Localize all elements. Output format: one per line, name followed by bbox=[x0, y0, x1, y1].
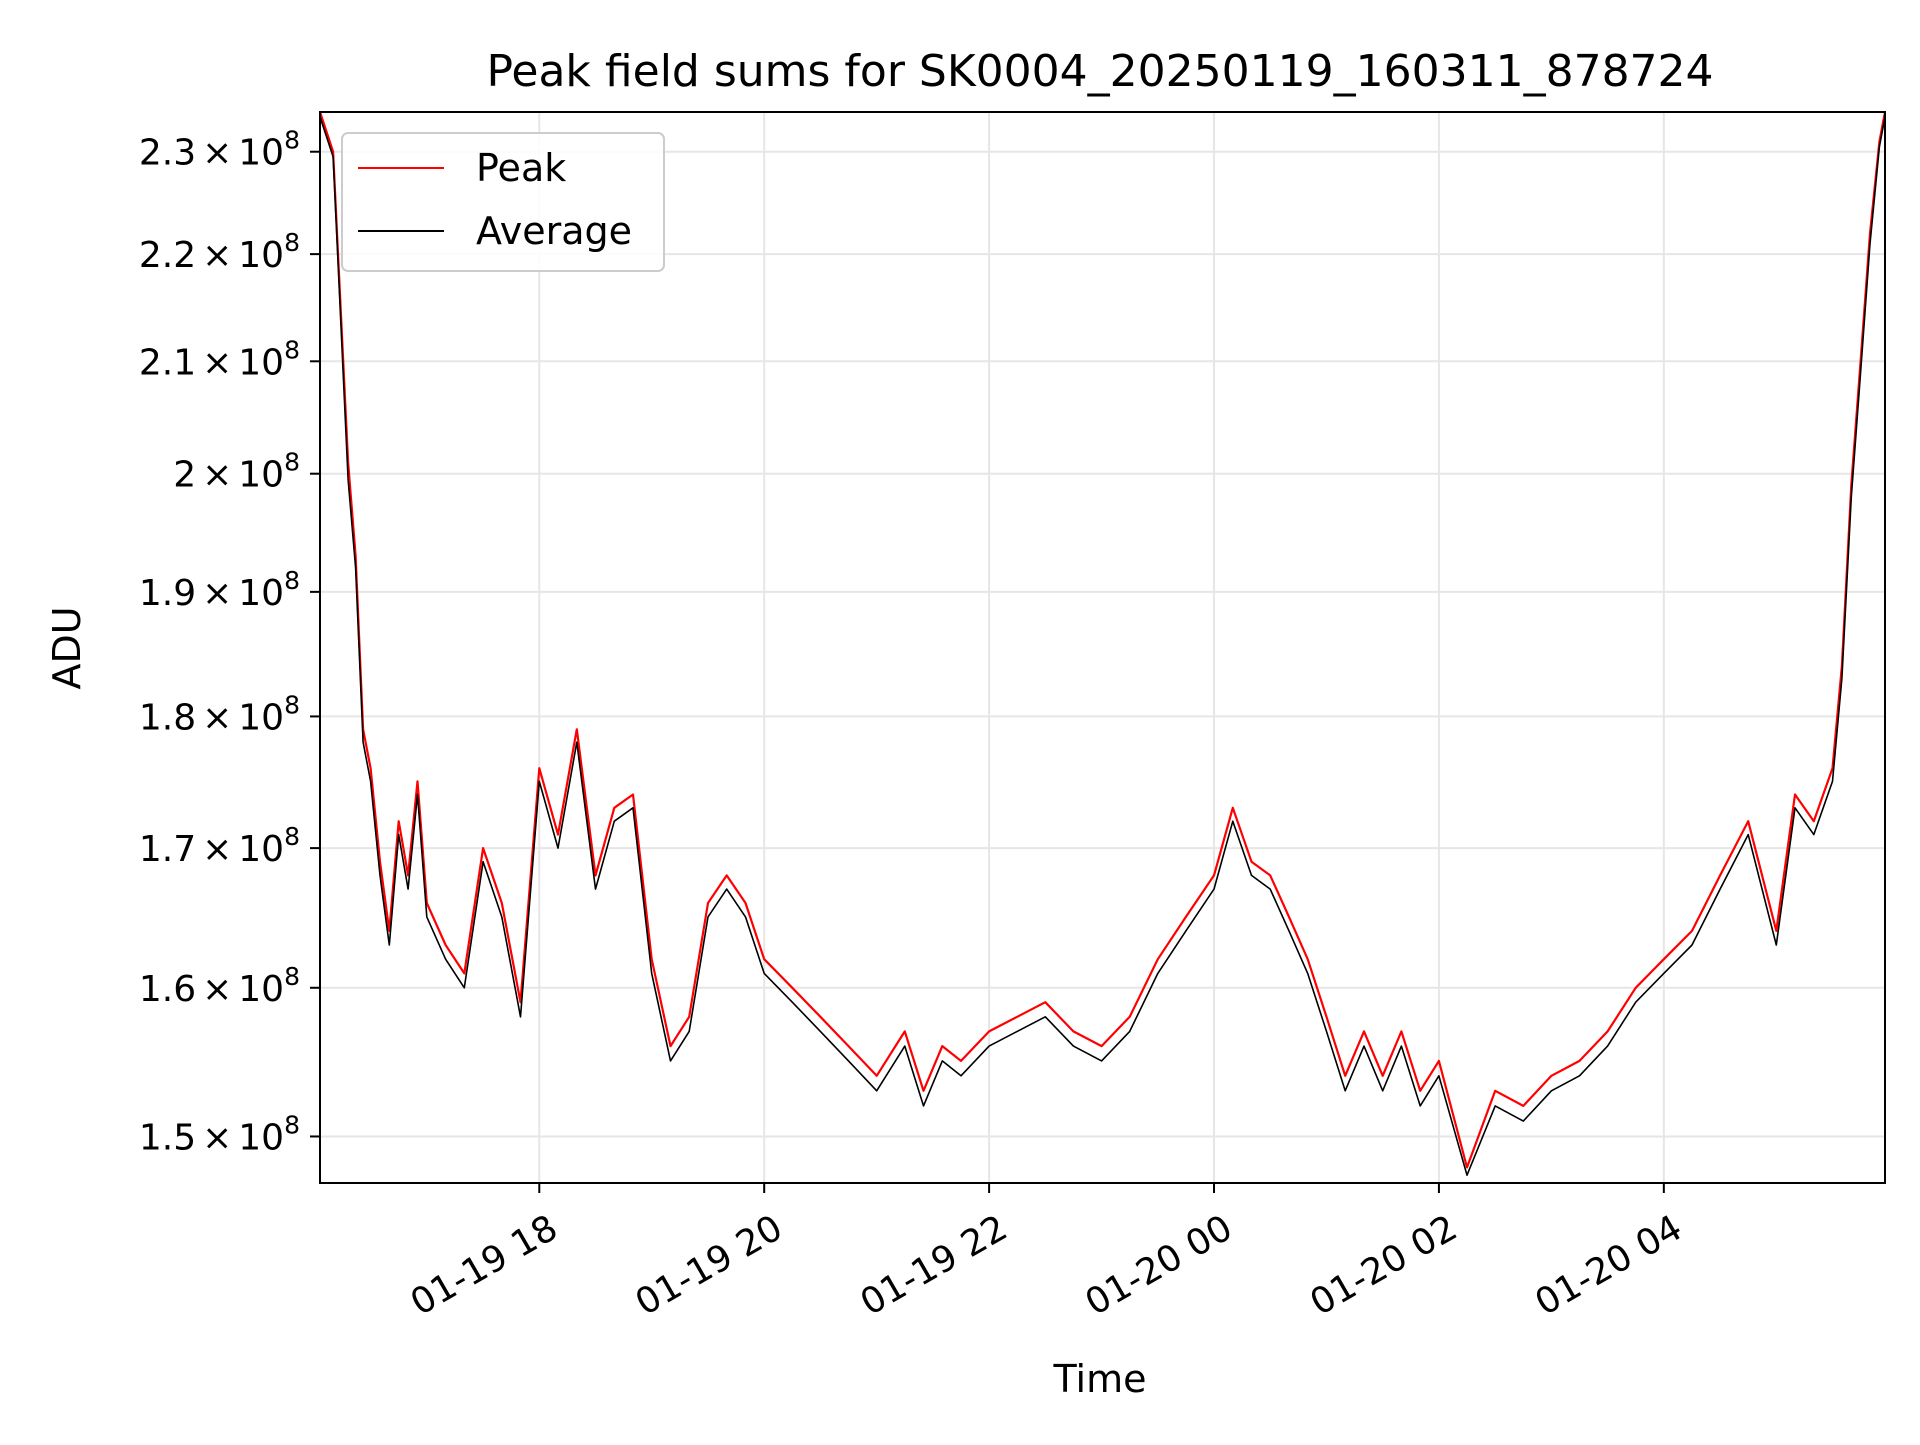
y-tick-times: × bbox=[202, 697, 232, 738]
chart-title: Peak field sums for SK0004_20250119_1603… bbox=[486, 46, 1713, 97]
y-tick-times: × bbox=[202, 829, 232, 870]
y-tick-label: 2.2 × 108 bbox=[139, 228, 300, 276]
y-tick-label: 1.6 × 108 bbox=[139, 962, 300, 1010]
y-tick-times: × bbox=[202, 133, 232, 174]
y-tick-exponent: 8 bbox=[284, 228, 300, 257]
y-tick-times: × bbox=[202, 1117, 232, 1158]
y-tick-base: 10 bbox=[238, 342, 284, 383]
y-tick-exponent: 8 bbox=[284, 822, 300, 851]
y-tick-exponent: 8 bbox=[284, 566, 300, 595]
y-tick-mantissa: 2.1 bbox=[139, 342, 196, 383]
y-tick-mantissa: 2.2 bbox=[139, 235, 196, 276]
y-tick-exponent: 8 bbox=[284, 448, 300, 477]
y-tick-times: × bbox=[202, 342, 232, 383]
y-axis-label: ADU bbox=[45, 606, 89, 689]
y-tick-times: × bbox=[202, 573, 232, 614]
y-tick-mantissa: 2.3 bbox=[139, 133, 196, 174]
y-tick-mantissa: 1.9 bbox=[139, 573, 196, 614]
x-axis-label: Time bbox=[1053, 1357, 1147, 1401]
y-tick-base: 10 bbox=[238, 235, 284, 276]
series-line-average bbox=[320, 116, 1885, 1176]
y-tick-mantissa: 1.7 bbox=[139, 829, 196, 870]
legend: Peak Average bbox=[341, 132, 665, 272]
y-tick-times: × bbox=[202, 235, 232, 276]
y-tick-exponent: 8 bbox=[284, 1110, 300, 1139]
y-tick-label: 1.5 × 108 bbox=[139, 1110, 300, 1158]
y-tick-label: 1.8 × 108 bbox=[139, 690, 300, 738]
y-tick-label: 2 × 108 bbox=[173, 448, 300, 496]
y-tick-label: 2.1 × 108 bbox=[139, 335, 300, 383]
y-tick-base: 10 bbox=[238, 133, 284, 174]
y-tick-base: 10 bbox=[238, 1117, 284, 1158]
y-tick-mantissa: 1.6 bbox=[139, 969, 196, 1010]
y-tick-times: × bbox=[202, 455, 232, 496]
y-tick-mantissa: 2 bbox=[173, 455, 196, 496]
series-lines bbox=[320, 112, 1885, 1176]
y-tick-exponent: 8 bbox=[284, 962, 300, 991]
y-tick-base: 10 bbox=[238, 829, 284, 870]
y-tick-exponent: 8 bbox=[284, 690, 300, 719]
y-tick-exponent: 8 bbox=[284, 335, 300, 364]
y-tick-exponent: 8 bbox=[284, 126, 300, 155]
y-tick-mantissa: 1.5 bbox=[139, 1117, 196, 1158]
y-tick-label: 2.3 × 108 bbox=[139, 126, 300, 174]
plot-area-frame bbox=[319, 111, 1886, 1184]
series-line-peak bbox=[320, 112, 1885, 1169]
y-tick-base: 10 bbox=[238, 573, 284, 614]
y-tick-label: 1.9 × 108 bbox=[139, 566, 300, 614]
y-tick-label: 1.7 × 108 bbox=[139, 822, 300, 870]
y-tick-times: × bbox=[202, 969, 232, 1010]
legend-label-average: Average bbox=[476, 209, 632, 253]
y-tick-base: 10 bbox=[238, 969, 284, 1010]
grid-lines bbox=[320, 112, 1885, 1183]
y-tick-base: 10 bbox=[238, 697, 284, 738]
legend-label-peak: Peak bbox=[476, 146, 566, 190]
y-tick-mantissa: 1.8 bbox=[139, 697, 196, 738]
y-tick-base: 10 bbox=[238, 455, 284, 496]
